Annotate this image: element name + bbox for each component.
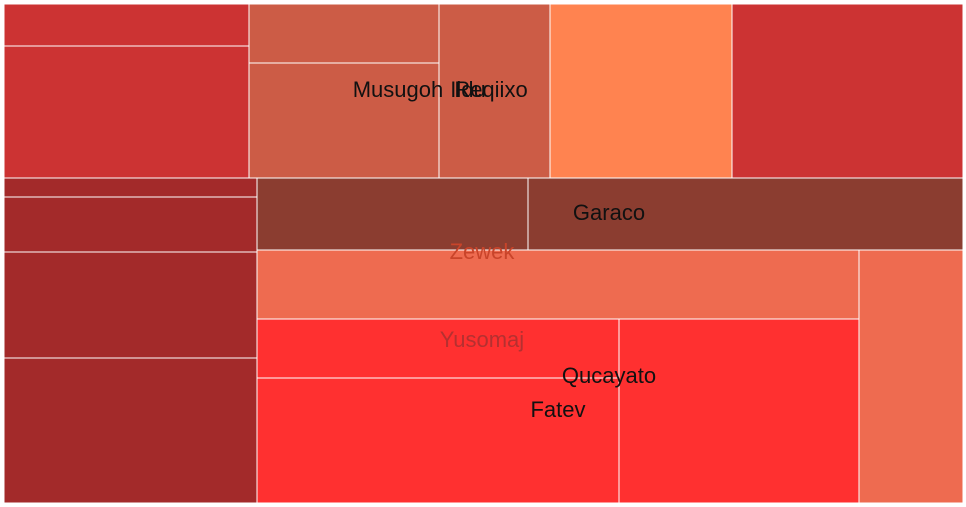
treemap-cell bbox=[3, 45, 250, 179]
treemap-cell bbox=[248, 62, 440, 179]
treemap-cell bbox=[256, 377, 620, 504]
treemap-label-musugoh: Musugoh bbox=[353, 77, 444, 102]
treemap-cell bbox=[3, 177, 258, 198]
treemap-cell bbox=[256, 318, 620, 379]
treemap-label-yusomaj: Yusomaj bbox=[440, 327, 524, 352]
treemap-cell bbox=[549, 3, 733, 179]
treemap-cell bbox=[256, 177, 529, 251]
treemap-cell bbox=[3, 3, 250, 47]
treemap-cell bbox=[3, 196, 258, 253]
treemap-cell bbox=[527, 177, 964, 251]
treemap-cell bbox=[3, 357, 258, 504]
treemap-label-ildu: Ildu bbox=[450, 77, 485, 102]
treemap-label-fatev: Fatev bbox=[530, 397, 585, 422]
treemap-label-qucayato: Qucayato bbox=[562, 363, 656, 388]
treemap-cell bbox=[3, 251, 258, 359]
treemap-cell bbox=[858, 249, 964, 504]
treemap-label-garaco: Garaco bbox=[573, 200, 645, 225]
treemap-cell bbox=[731, 3, 964, 179]
treemap-cell bbox=[248, 3, 440, 64]
treemap-label-reqiixo: Reqiixo bbox=[454, 77, 527, 102]
treemap-cell bbox=[438, 3, 551, 179]
treemap-label-zewek: Zewek bbox=[450, 239, 516, 264]
treemap-cell bbox=[256, 249, 860, 320]
treemap-cell bbox=[618, 318, 860, 504]
